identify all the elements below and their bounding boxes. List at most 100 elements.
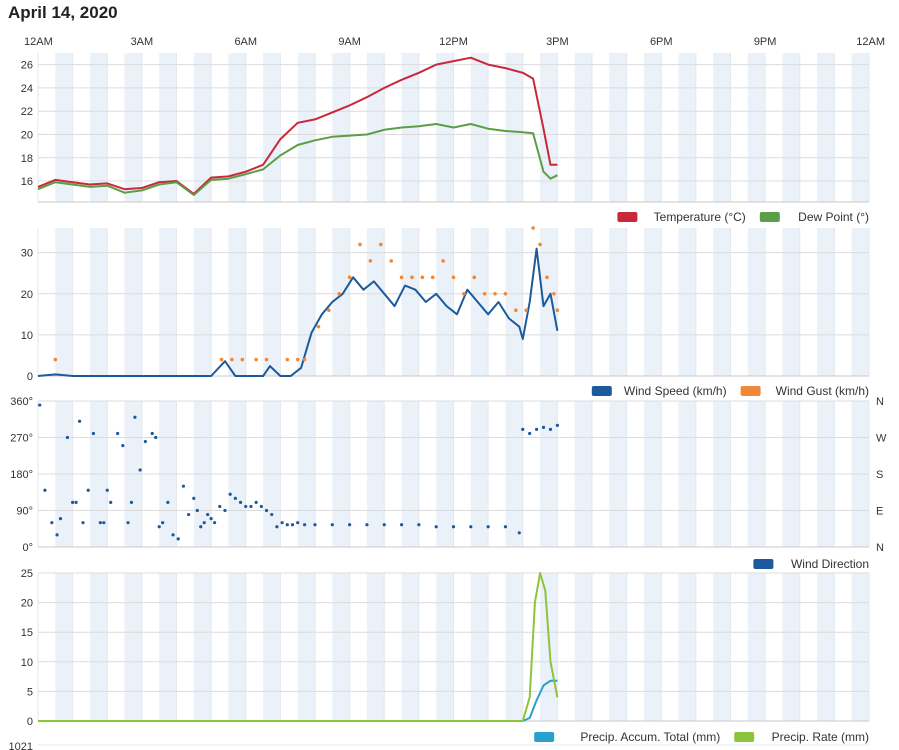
data-point — [538, 242, 542, 247]
data-point — [199, 525, 203, 529]
data-point — [154, 435, 158, 440]
data-point — [285, 523, 289, 527]
data-point — [399, 275, 404, 280]
background-band — [678, 228, 696, 376]
data-point — [264, 508, 269, 513]
time-axis-tick-label: 9AM — [338, 36, 361, 48]
data-point — [161, 521, 165, 525]
data-point — [157, 525, 161, 529]
data-point — [240, 357, 245, 362]
background-band — [193, 573, 212, 721]
background-band — [332, 53, 350, 202]
data-point — [348, 523, 352, 527]
background-band — [540, 228, 558, 376]
background-band — [470, 53, 489, 202]
background-band — [124, 53, 142, 202]
background-band — [159, 53, 177, 202]
background-band — [505, 228, 523, 376]
background-band — [678, 573, 696, 721]
background-band — [470, 573, 489, 721]
background-band — [574, 573, 592, 721]
y-tick-label: 18 — [21, 153, 33, 165]
data-point — [270, 512, 274, 517]
background-band — [436, 228, 454, 376]
background-band — [817, 228, 835, 376]
data-point — [517, 531, 521, 535]
background-band — [228, 53, 246, 202]
data-point — [290, 523, 295, 527]
y-tick-label: 20 — [21, 129, 33, 141]
background-band — [574, 53, 592, 202]
data-point — [280, 521, 284, 525]
data-point — [206, 512, 210, 517]
y-tick-label: 180° — [10, 469, 33, 481]
background-band — [505, 53, 523, 202]
y-tick-label: 0° — [22, 542, 33, 554]
y-tick-label: 20 — [21, 289, 33, 301]
data-point — [223, 508, 227, 513]
y-tick-label: 270° — [10, 433, 33, 445]
background-band — [678, 53, 696, 202]
data-point — [58, 517, 63, 521]
y-tick-label: 0 — [27, 371, 33, 383]
time-axis-tick-label: 12AM — [24, 36, 53, 48]
legend-swatch — [617, 212, 638, 222]
data-point — [43, 488, 47, 492]
data-point — [327, 308, 331, 313]
background-band — [609, 573, 627, 721]
data-point — [218, 504, 222, 509]
data-point — [138, 468, 142, 472]
background-band — [643, 53, 662, 202]
y-tick-label: 16 — [21, 176, 33, 188]
data-point — [295, 357, 300, 362]
data-point — [503, 291, 508, 296]
data-point — [313, 523, 317, 527]
data-point — [514, 308, 518, 313]
data-point — [50, 521, 54, 525]
legend-label: Wind Speed (km/h) — [624, 384, 727, 398]
data-point — [330, 523, 334, 527]
data-point — [254, 357, 258, 362]
data-point — [378, 242, 383, 247]
data-point — [176, 537, 180, 541]
data-point — [65, 435, 70, 440]
background-band — [747, 53, 766, 202]
data-point — [55, 533, 59, 537]
background-band — [297, 53, 315, 202]
background-band — [124, 573, 142, 721]
data-point — [521, 427, 525, 431]
data-point — [181, 484, 186, 488]
time-axis-tick-label: 9PM — [754, 36, 777, 48]
background-band — [159, 573, 177, 721]
data-point — [285, 357, 290, 362]
data-point — [212, 521, 217, 525]
background-band — [193, 53, 212, 202]
data-point — [472, 275, 477, 280]
background-band — [228, 573, 246, 721]
y-tick-label: 90° — [16, 506, 33, 518]
legend-label: Wind Direction — [791, 557, 869, 571]
data-point — [365, 523, 369, 527]
background-band — [643, 228, 662, 376]
data-point — [382, 523, 386, 527]
background-band — [851, 573, 869, 721]
legend-label: Precip. Rate (mm) — [772, 730, 869, 744]
y-tick-label: 20 — [21, 598, 33, 610]
data-point — [451, 525, 456, 529]
data-point — [368, 259, 373, 263]
background-band — [747, 573, 766, 721]
data-point — [109, 500, 113, 504]
data-point — [528, 431, 532, 436]
background-band — [713, 573, 731, 721]
time-axis-tick-label: 12AM — [856, 36, 885, 48]
y-tick-label: 22 — [21, 106, 33, 118]
data-point — [555, 423, 559, 427]
data-point — [275, 525, 279, 529]
series-line — [37, 247, 559, 377]
data-point — [441, 259, 445, 263]
legend-label: Temperature (°C) — [654, 210, 746, 224]
background-band — [782, 53, 800, 202]
legend-label: Precip. Accum. Total (mm) — [580, 730, 720, 744]
data-point — [316, 324, 321, 329]
